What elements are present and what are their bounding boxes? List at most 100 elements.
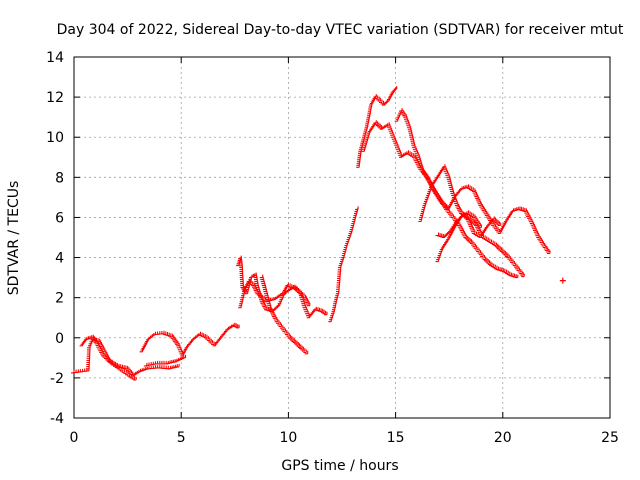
- data-point-run: [212, 336, 222, 347]
- data-point-run: [373, 94, 380, 101]
- series-track-n: [435, 210, 482, 263]
- data-point-run: [137, 366, 148, 373]
- data-point-run: [435, 248, 443, 263]
- data-point-run: [294, 286, 305, 297]
- data-point-run: [337, 256, 345, 269]
- data-point-run: [517, 206, 526, 212]
- data-point-run: [536, 234, 546, 247]
- data-point-run: [471, 188, 482, 205]
- data-point-run: [71, 369, 81, 374]
- data-point-run: [454, 202, 462, 213]
- data-point-run: [167, 363, 180, 370]
- data-point-run: [422, 186, 432, 206]
- data-point-run: [456, 222, 466, 237]
- data-point-run: [484, 218, 494, 229]
- series-track-i: [356, 86, 398, 168]
- data-point-run: [197, 331, 206, 338]
- data-point-run: [403, 114, 411, 128]
- data-point-run: [379, 123, 389, 130]
- data-point-run: [152, 331, 163, 336]
- data-point-run: [491, 222, 500, 233]
- data-point-run: [497, 220, 507, 235]
- data-point-run: [180, 346, 188, 357]
- data-point-run: [439, 200, 449, 209]
- y-axis-label: SDTVAR / TECUs: [6, 181, 22, 296]
- axes-frame: [73, 56, 611, 419]
- data-point-run: [394, 110, 402, 122]
- data-point-run: [452, 216, 462, 229]
- y-tick-label: 4: [55, 251, 64, 267]
- data-point-run: [512, 262, 522, 273]
- series-track-l: [435, 212, 525, 278]
- data-point-run: [399, 108, 406, 117]
- data-point-run: [495, 266, 504, 272]
- data-point-run: [79, 338, 87, 347]
- data-point-run: [238, 288, 246, 309]
- x-tick-label: 20: [494, 430, 512, 446]
- data-point-run: [348, 220, 355, 235]
- tick-marks: 0 5 10 15 20 25 -4 -2 0 2 4 6 8 10 12 14: [46, 50, 619, 446]
- data-point-run: [493, 242, 503, 251]
- x-tick-label: 25: [601, 430, 619, 446]
- y-tick-label: 0: [55, 331, 64, 347]
- data-point-run: [446, 196, 456, 210]
- data-point-run: [441, 164, 449, 176]
- x-tick-label: 10: [279, 430, 297, 446]
- data-point-run: [285, 282, 296, 290]
- data-point-run: [87, 338, 94, 349]
- data-point-run: [446, 174, 454, 192]
- grid-lines: [74, 57, 610, 418]
- data-point-run: [459, 184, 468, 190]
- series-track-d: [143, 354, 187, 367]
- data-point-run: [191, 333, 200, 341]
- series-track-m: [418, 164, 502, 239]
- data-point-run: [392, 138, 402, 156]
- data-point-run: [366, 121, 376, 134]
- data-point-run: [405, 150, 414, 157]
- data-point-run: [435, 232, 444, 238]
- data-point-run: [358, 138, 365, 152]
- data-point-run: [101, 352, 112, 364]
- data-point-run: [109, 360, 121, 370]
- y-tick-label: 2: [55, 291, 64, 307]
- data-point-run: [268, 306, 278, 321]
- data-point-run: [480, 234, 489, 242]
- y-tick-label: 8: [55, 170, 64, 186]
- data-point-run: [486, 238, 496, 246]
- data-point-run: [381, 99, 389, 106]
- data-point-run: [510, 206, 519, 212]
- data-point-run: [276, 294, 284, 307]
- x-tick-label: 5: [177, 430, 186, 446]
- data-point-run: [439, 238, 449, 251]
- data-point-run: [218, 328, 228, 339]
- data-point-run: [489, 262, 498, 270]
- data-point-run: [529, 220, 539, 237]
- data-point-run: [287, 334, 297, 344]
- data-point-run: [335, 266, 342, 295]
- y-tick-label: -4: [50, 411, 64, 427]
- data-point-run: [306, 308, 316, 319]
- data-point-run: [86, 346, 91, 372]
- data-point-run: [499, 248, 509, 257]
- data-point-run: [259, 274, 267, 293]
- data-point-run: [542, 244, 551, 255]
- data-point-run: [118, 366, 129, 376]
- data-point-run: [173, 354, 187, 363]
- data-point-run: [471, 230, 481, 238]
- data-point-run: [94, 340, 104, 355]
- data-point-run: [344, 232, 352, 247]
- data-point-run: [491, 216, 502, 227]
- data-point-run: [373, 120, 382, 129]
- data-point-run: [126, 372, 137, 381]
- data-point-run: [407, 126, 415, 146]
- data-point-run: [463, 234, 473, 243]
- data-point-run: [361, 132, 370, 152]
- data-point-run: [146, 365, 159, 370]
- data-point-run: [448, 220, 458, 233]
- data-point-run: [508, 272, 519, 279]
- chart-title: Day 304 of 2022, Sidereal Day-to-day VTE…: [57, 22, 624, 38]
- data-point-run: [361, 126, 368, 140]
- data-point-run: [146, 333, 155, 341]
- data-point-run: [90, 334, 98, 343]
